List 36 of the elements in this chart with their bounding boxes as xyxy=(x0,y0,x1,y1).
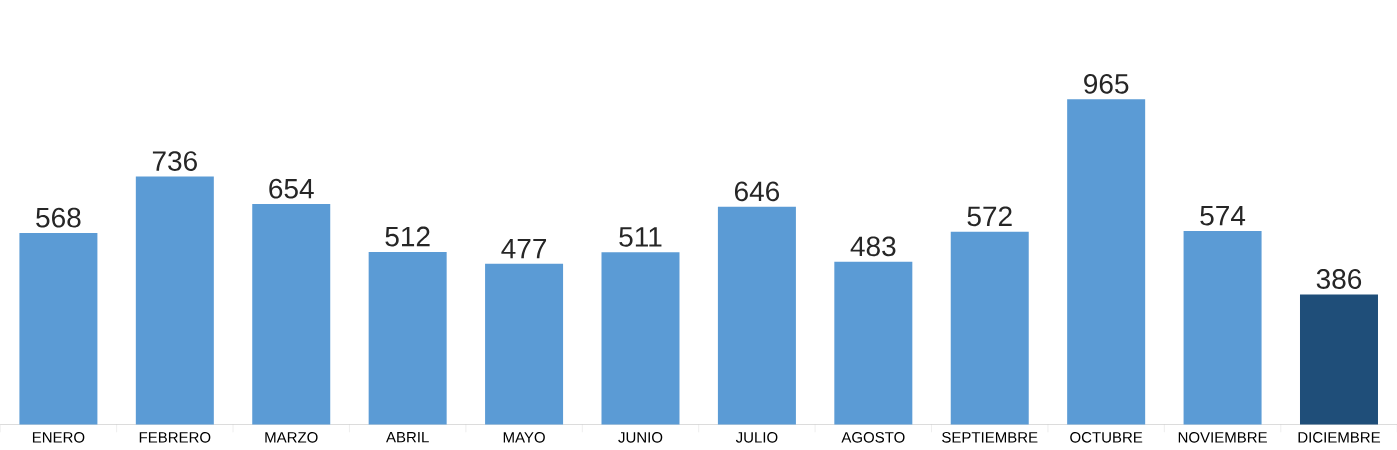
bar xyxy=(1299,294,1378,425)
x-tick-label: DICIEMBRE xyxy=(1298,432,1381,443)
data-label: 512 xyxy=(385,226,430,247)
data-label: 654 xyxy=(269,178,314,199)
bar xyxy=(834,261,913,425)
x-tick-label: SEPTIEMBRE xyxy=(942,432,1038,443)
bar xyxy=(135,176,214,425)
x-tick-label: FEBRERO xyxy=(139,432,211,443)
bar xyxy=(601,252,680,425)
bar xyxy=(252,204,331,425)
data-label: 568 xyxy=(36,207,81,228)
bar xyxy=(485,263,564,425)
data-label: 574 xyxy=(1200,206,1246,226)
x-tick-label: AGOSTO xyxy=(841,432,905,443)
x-tick-label: MARZO xyxy=(265,432,318,443)
bar xyxy=(1183,231,1262,425)
x-tick-label: ABRIL xyxy=(386,432,429,443)
x-tick-label: NOVIEMBRE xyxy=(1178,432,1267,443)
data-label: 572 xyxy=(967,206,1012,227)
bar xyxy=(717,206,796,425)
data-label: 736 xyxy=(152,151,197,171)
data-label: 386 xyxy=(1316,269,1362,289)
data-label: 511 xyxy=(619,227,662,247)
data-label: 646 xyxy=(734,181,780,202)
data-label: 483 xyxy=(850,236,896,257)
bar xyxy=(19,233,98,425)
x-tick-label: OCTUBRE xyxy=(1070,432,1143,443)
bar xyxy=(1067,99,1146,425)
x-tick-label: JUNIO xyxy=(618,432,663,443)
x-tick-label: JULIO xyxy=(735,432,778,443)
data-label: 477 xyxy=(501,238,547,259)
x-tick-label: MAYO xyxy=(503,432,545,443)
bar xyxy=(368,251,447,425)
x-tick-label: ENERO xyxy=(32,432,85,443)
bar xyxy=(950,231,1029,425)
data-label: 965 xyxy=(1084,73,1129,94)
